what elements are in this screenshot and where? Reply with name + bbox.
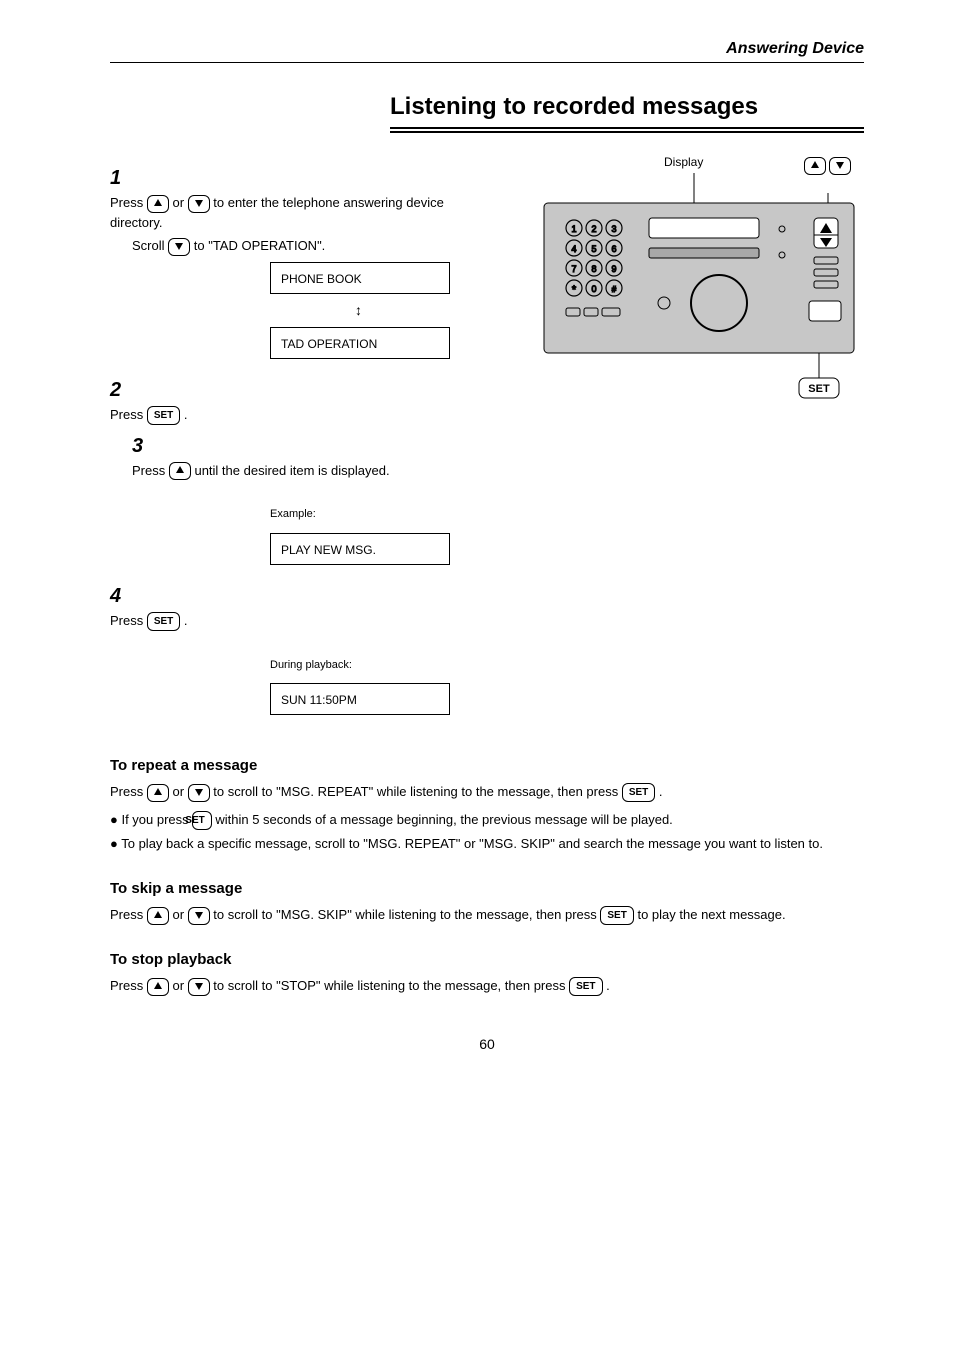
scroll-hint-prefix: Scroll xyxy=(132,238,168,253)
display-phone-book: PHONE BOOK xyxy=(270,262,450,294)
set-key[interactable]: SET xyxy=(147,612,180,631)
svg-text:SET: SET xyxy=(808,383,830,395)
txt: within 5 seconds of a message beginning,… xyxy=(215,812,672,827)
up-arrow-key[interactable] xyxy=(804,157,826,175)
header-right: Answering Device xyxy=(726,40,864,58)
svg-text:5: 5 xyxy=(591,244,596,254)
up-arrow-key[interactable] xyxy=(147,978,169,996)
step-number: 3 xyxy=(132,431,154,461)
step2-text-before: Press xyxy=(110,407,147,422)
display-during-playback: SUN 11:50PM xyxy=(270,683,450,715)
step4-text-mid: . xyxy=(184,613,188,628)
svg-text:7: 7 xyxy=(571,264,576,274)
txt: or xyxy=(172,784,187,799)
down-arrow-key[interactable] xyxy=(829,157,851,175)
txt: If you press xyxy=(121,812,192,827)
down-arrow-key[interactable] xyxy=(188,195,210,213)
updown-arrow-icon: ↕ xyxy=(355,300,494,321)
txt: . xyxy=(659,784,663,799)
up-arrow-key[interactable] xyxy=(147,907,169,925)
arrow-keys-callout xyxy=(804,157,851,175)
down-arrow-key[interactable] xyxy=(188,978,210,996)
step-number: 4 xyxy=(110,581,132,611)
txt: . xyxy=(606,978,610,993)
during-playback-label: During playback: xyxy=(270,657,352,674)
svg-text:0: 0 xyxy=(591,284,596,294)
stop-instruction: Press or to scroll to "STOP" while liste… xyxy=(110,976,864,996)
repeat-bullet-2: ● To play back a specific message, scrol… xyxy=(110,834,864,854)
scroll-hint-suffix: to "TAD OPERATION". xyxy=(194,238,326,253)
example-label: Example: xyxy=(270,506,316,523)
set-key[interactable]: SET xyxy=(622,783,655,802)
svg-text:4: 4 xyxy=(571,244,576,254)
display-tad-operation: TAD OPERATION xyxy=(270,327,450,359)
txt: to scroll to "STOP" while listening to t… xyxy=(213,978,569,993)
svg-text:*: * xyxy=(572,284,577,296)
control-panel-diagram: 1 2 3 4 5 6 7 8 9 * 0 # xyxy=(524,163,864,423)
step1-text-before: Press xyxy=(110,195,147,210)
repeat-heading: To repeat a message xyxy=(110,757,864,774)
txt: Press xyxy=(110,978,147,993)
txt: Press xyxy=(110,784,147,799)
skip-instruction: Press or to scroll to "MSG. SKIP" while … xyxy=(110,905,864,925)
txt: to scroll to "MSG. SKIP" while listening… xyxy=(213,907,600,922)
svg-text:2: 2 xyxy=(591,224,596,234)
up-arrow-key[interactable] xyxy=(169,462,191,480)
step2-text-after: . xyxy=(184,407,188,422)
svg-text:3: 3 xyxy=(611,224,616,234)
display-play-new-msg: PLAY NEW MSG. xyxy=(270,533,450,565)
up-arrow-key[interactable] xyxy=(147,784,169,802)
repeat-instruction: Press or to scroll to "MSG. REPEAT" whil… xyxy=(110,782,864,802)
down-arrow-key[interactable] xyxy=(188,907,210,925)
set-key[interactable]: SET xyxy=(600,906,633,925)
svg-text:1: 1 xyxy=(571,224,576,234)
step3-text-before: Press xyxy=(132,463,169,478)
step-number: 1 xyxy=(110,163,132,193)
down-arrow-key[interactable] xyxy=(188,784,210,802)
txt: or xyxy=(172,978,187,993)
step2-text-mid: until the desired item is displayed. xyxy=(194,463,389,478)
instructions-column: 1 Press or to enter the telephone answer… xyxy=(110,163,494,731)
step4-text-before: Press xyxy=(110,613,147,628)
panel-svg: 1 2 3 4 5 6 7 8 9 * 0 # xyxy=(524,163,864,423)
step-number: 2 xyxy=(110,375,132,405)
display-callout-label: Display xyxy=(664,155,703,169)
down-arrow-key[interactable] xyxy=(168,238,190,256)
svg-text:6: 6 xyxy=(611,244,616,254)
set-key[interactable]: SET xyxy=(147,406,180,425)
page-number: 60 xyxy=(110,1036,864,1052)
section-title: Listening to recorded messages xyxy=(390,93,864,133)
txt: Press xyxy=(110,907,147,922)
step-4: 4 Press SET . During playback: SUN 11:50… xyxy=(110,581,494,716)
svg-text:9: 9 xyxy=(611,264,616,274)
step1-text-mid: or xyxy=(172,195,187,210)
svg-text:#: # xyxy=(612,285,617,294)
header-bar: Answering Device xyxy=(110,40,864,63)
step-2: 2 Press SET . 3 Press until the desired … xyxy=(110,375,494,565)
set-key[interactable]: SET xyxy=(192,811,211,830)
skip-heading: To skip a message xyxy=(110,880,864,897)
up-arrow-key[interactable] xyxy=(147,195,169,213)
stop-heading: To stop playback xyxy=(110,951,864,968)
svg-text:8: 8 xyxy=(591,264,596,274)
step-1: 1 Press or to enter the telephone answer… xyxy=(110,163,494,359)
txt: to scroll to "MSG. REPEAT" while listeni… xyxy=(213,784,622,799)
txt: To play back a specific message, scroll … xyxy=(121,836,823,851)
txt: or xyxy=(172,907,187,922)
panel-column: 1 2 3 4 5 6 7 8 9 * 0 # xyxy=(524,163,864,423)
repeat-bullet-1: ● If you press SET within 5 seconds of a… xyxy=(110,810,864,830)
txt: to play the next message. xyxy=(637,907,785,922)
set-key[interactable]: SET xyxy=(569,977,602,996)
